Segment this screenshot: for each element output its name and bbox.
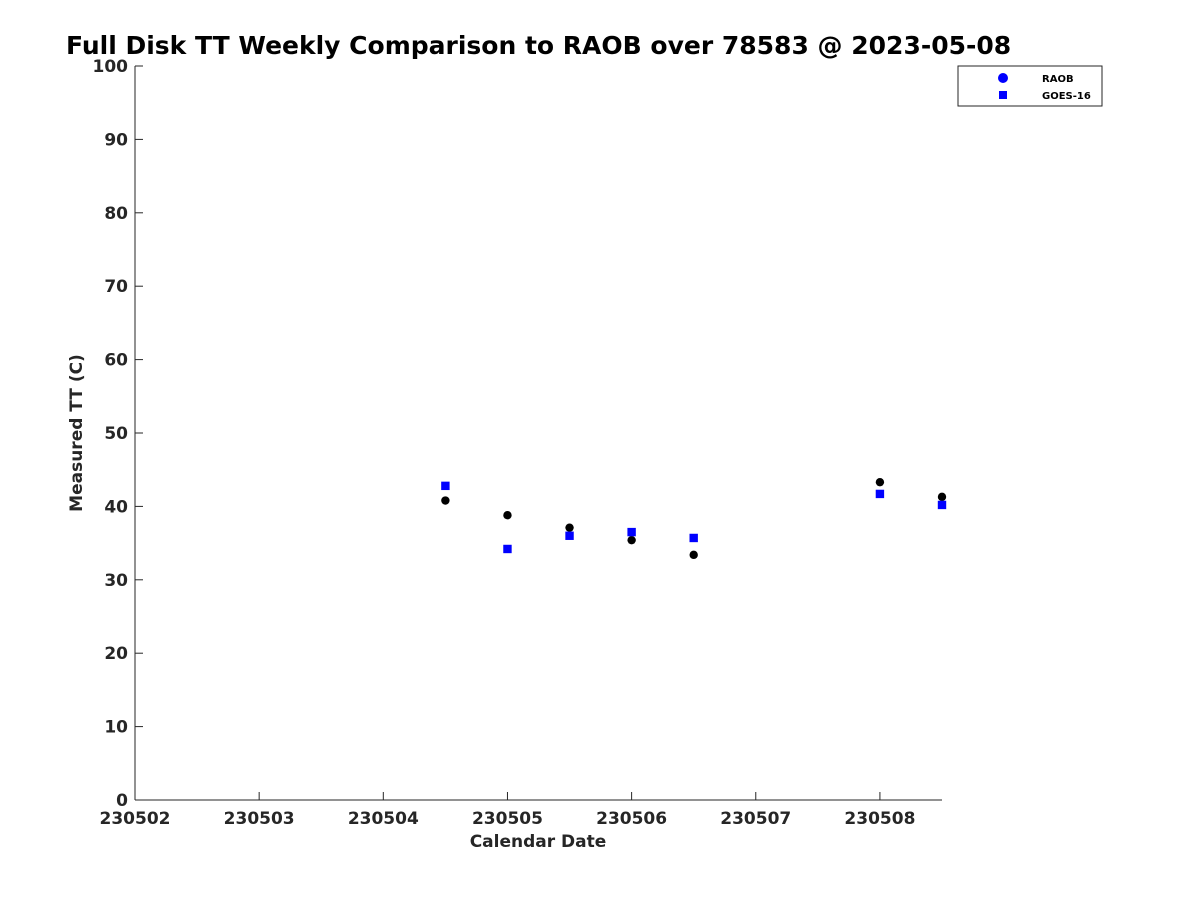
x-tick-label: 230508 bbox=[844, 809, 915, 829]
x-tick-label: 230502 bbox=[100, 809, 171, 829]
axes: 0 10 20 30 40 50 60 70 80 90 100 230502 230503 230504… bbox=[93, 57, 942, 829]
y-tick-label: 60 bbox=[104, 351, 128, 371]
raob-point bbox=[503, 511, 512, 520]
y-axis-label: Measured TT (C) bbox=[67, 354, 87, 512]
y-tick-label: 0 bbox=[116, 791, 128, 811]
chart-title: Full Disk TT Weekly Comparison to RAOB o… bbox=[66, 31, 1011, 60]
y-tick-label: 40 bbox=[104, 497, 128, 517]
y-tick-label: 100 bbox=[93, 57, 129, 77]
legend-label-raob: RAOB bbox=[1042, 74, 1074, 85]
goes-16-point bbox=[937, 500, 947, 510]
raob-point bbox=[937, 492, 947, 502]
raob-point bbox=[441, 496, 450, 505]
x-tick-label: 230504 bbox=[348, 809, 419, 829]
raob-point bbox=[627, 535, 636, 545]
goes-16-point bbox=[441, 481, 450, 491]
y-tick-label: 30 bbox=[104, 571, 128, 591]
legend-label-goes-16: GOES-16 bbox=[1042, 91, 1091, 102]
raob-point bbox=[875, 477, 885, 487]
legend: RAOB GOES-16 bbox=[957, 65, 1103, 107]
x-tick-label: 230506 bbox=[596, 809, 667, 829]
goes-16-point bbox=[875, 489, 885, 499]
y-tick-label: 70 bbox=[104, 277, 128, 297]
x-tick-label: 230503 bbox=[224, 809, 295, 829]
x-axis-label: Calendar Date bbox=[470, 832, 607, 852]
y-tick-label: 50 bbox=[104, 424, 128, 444]
goes-16-point bbox=[689, 533, 698, 543]
y-tick-label: 90 bbox=[104, 130, 128, 150]
legend-box bbox=[957, 65, 1103, 107]
goes-16-point bbox=[565, 531, 574, 540]
data-marks bbox=[441, 477, 947, 560]
goes-16-point bbox=[627, 527, 636, 537]
raob-point bbox=[689, 550, 698, 560]
raob-point bbox=[565, 523, 574, 532]
x-tick-label: 230507 bbox=[720, 809, 791, 829]
x-tick-label: 230505 bbox=[472, 809, 543, 829]
y-tick-label: 10 bbox=[104, 718, 128, 738]
y-tick-label: 80 bbox=[104, 204, 128, 224]
y-tick-label: 20 bbox=[104, 644, 128, 664]
legend-marker-goes-16 bbox=[999, 91, 1007, 99]
goes-16-point bbox=[503, 544, 512, 554]
legend-marker-raob bbox=[998, 73, 1008, 83]
